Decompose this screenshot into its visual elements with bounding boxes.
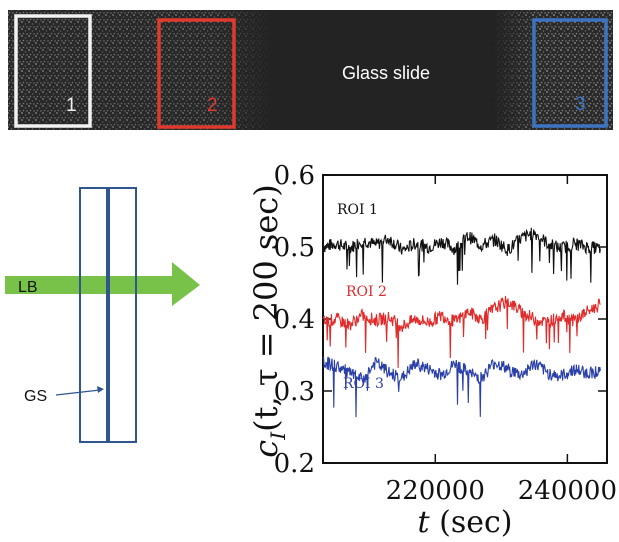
image-panel: 1 2 3 Glass slide [8, 10, 613, 130]
y-label-sub: I [266, 431, 290, 441]
y-label-rest: (t, τ = 200 sec) [247, 184, 285, 432]
y-tick-label: 0.4 [274, 305, 315, 335]
roi-2-box [157, 18, 236, 129]
y-tick-label: 0.2 [274, 449, 315, 479]
series-label-roi-1: ROI 1 [337, 202, 378, 218]
schematic: LB GS [5, 187, 200, 443]
roi-1-box [14, 14, 92, 128]
chart: 0.2 0.3 0.4 0.5 0.6 220000 240000 ROI 1 ROI 2 ROI… [247, 161, 617, 540]
x-label-t: t [418, 505, 431, 540]
svg-text:cI(t, τ = 200 sec): cI(t, τ = 200 sec) [247, 184, 290, 457]
roi-3-box [532, 18, 608, 128]
series-line-roi-2 [322, 295, 601, 369]
roi-2-number: 2 [207, 95, 218, 116]
slide-pointer [55, 389, 101, 396]
x-tick-label: 220000 [386, 476, 485, 506]
y-tick-label: 0.3 [274, 377, 315, 407]
x-axis-label: t (sec) [418, 505, 513, 540]
glass-slide-caption: Glass slide [342, 63, 430, 83]
slide-label: GS [24, 388, 47, 405]
roi-3-number: 3 [575, 94, 586, 115]
roi-1-number: 1 [66, 95, 77, 116]
series-label-roi-3: ROI 3 [343, 376, 384, 392]
slide-right [108, 187, 137, 443]
y-label-c: c [247, 440, 285, 458]
dark-glass-region [8, 10, 613, 130]
x-tick-label: 240000 [518, 476, 617, 506]
y-tick-label: 0.5 [274, 233, 315, 263]
series-line-roi-1 [322, 227, 601, 285]
y-axis-label: cI(t, τ = 200 sec) [247, 184, 290, 457]
series-line-roi-3 [322, 356, 601, 418]
beam-arrow [5, 262, 200, 306]
x-label-rest: (sec) [430, 505, 513, 540]
slide-pointer-head [97, 386, 104, 393]
series-label-roi-2: ROI 2 [346, 284, 387, 300]
slide-left [79, 187, 108, 443]
beam-label: LB [18, 279, 38, 296]
chart-marks: 0.2 0.3 0.4 0.5 0.6 220000 240000 ROI 1 ROI 2 ROI… [274, 161, 617, 506]
y-tick-label: 0.6 [274, 161, 315, 191]
